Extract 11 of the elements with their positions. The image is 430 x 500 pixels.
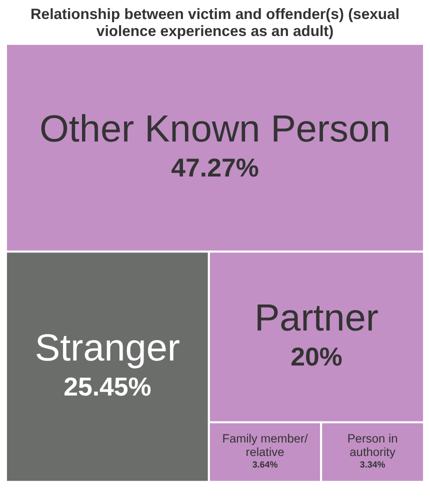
- category-label: Family member/ relative: [222, 432, 308, 459]
- text: Relationship between victim and offender(s) (sexual violence experiences as an adult): [30, 6, 400, 40]
- data-label: 20%: [290, 344, 342, 372]
- category-label: Other Known Person: [39, 108, 391, 150]
- data-label: 3.34%: [360, 460, 386, 470]
- data-label: 47.27%: [171, 154, 259, 183]
- category-label: Stranger: [34, 327, 180, 370]
- category-label: Partner: [254, 297, 378, 340]
- category-label: Person in authority: [347, 432, 398, 459]
- data-label: 3.64%: [252, 460, 278, 470]
- data-label: 25.45%: [64, 374, 152, 402]
